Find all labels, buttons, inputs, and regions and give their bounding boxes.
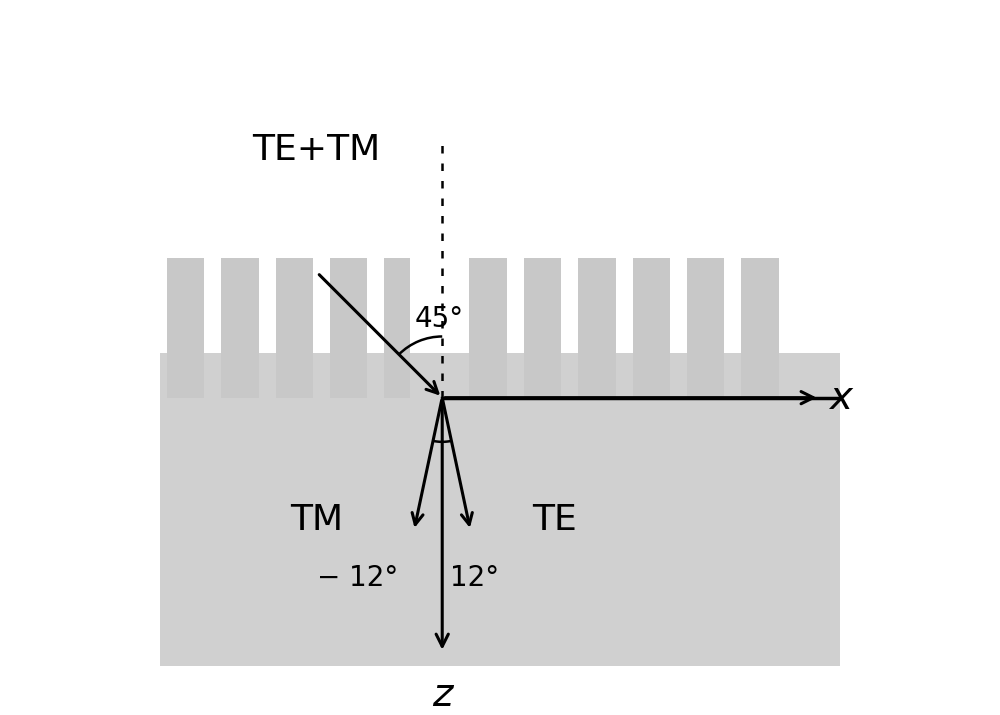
Bar [469,258,507,398]
Bar [221,258,259,398]
Text: 12°: 12° [450,564,500,592]
Text: TM: TM [290,503,343,537]
Text: z: z [432,676,452,714]
Text: x: x [830,379,853,417]
Bar [633,258,670,398]
Bar [167,258,204,398]
Bar [276,258,313,398]
Bar [578,258,616,398]
Bar [687,258,724,398]
Bar [384,258,410,398]
Text: − 12°: − 12° [317,564,398,592]
Bar [160,353,840,398]
Text: TE: TE [532,503,577,537]
Bar [524,258,561,398]
Bar [160,398,840,666]
Text: 45°: 45° [415,305,464,333]
Bar [741,258,779,398]
Text: TE+TM: TE+TM [252,132,381,167]
Bar [330,258,367,398]
